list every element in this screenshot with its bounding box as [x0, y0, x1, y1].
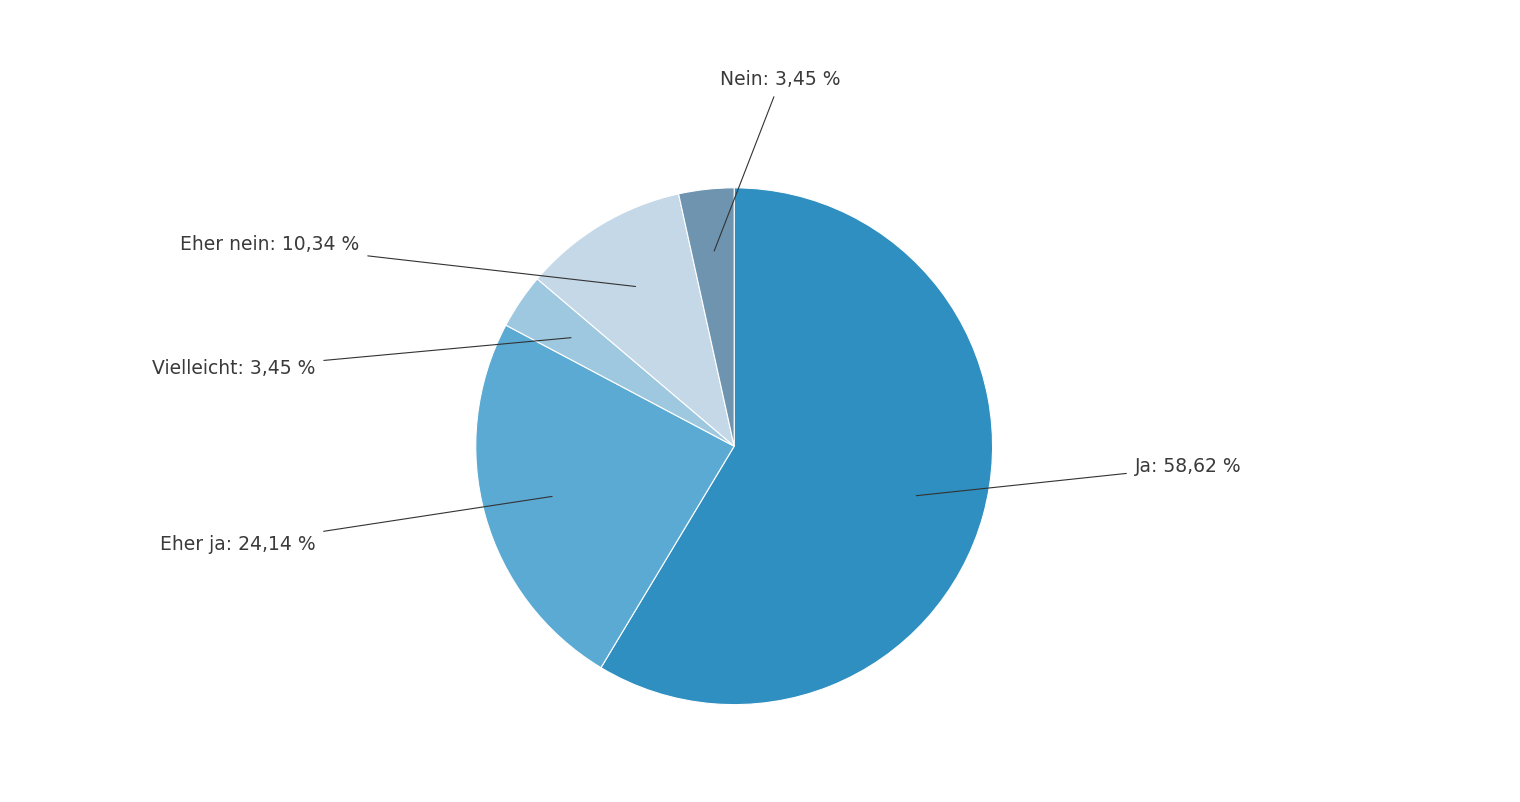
- Text: Eher ja: 24,14 %: Eher ja: 24,14 %: [160, 496, 552, 554]
- Wedge shape: [600, 188, 993, 705]
- Text: Nein: 3,45 %: Nein: 3,45 %: [714, 70, 841, 251]
- Wedge shape: [537, 194, 734, 446]
- Text: Vielleicht: 3,45 %: Vielleicht: 3,45 %: [152, 338, 572, 379]
- Text: Ja: 58,62 %: Ja: 58,62 %: [917, 457, 1242, 496]
- Wedge shape: [476, 325, 734, 667]
- Wedge shape: [678, 188, 734, 446]
- Text: Eher nein: 10,34 %: Eher nein: 10,34 %: [181, 235, 635, 286]
- Wedge shape: [506, 279, 734, 446]
